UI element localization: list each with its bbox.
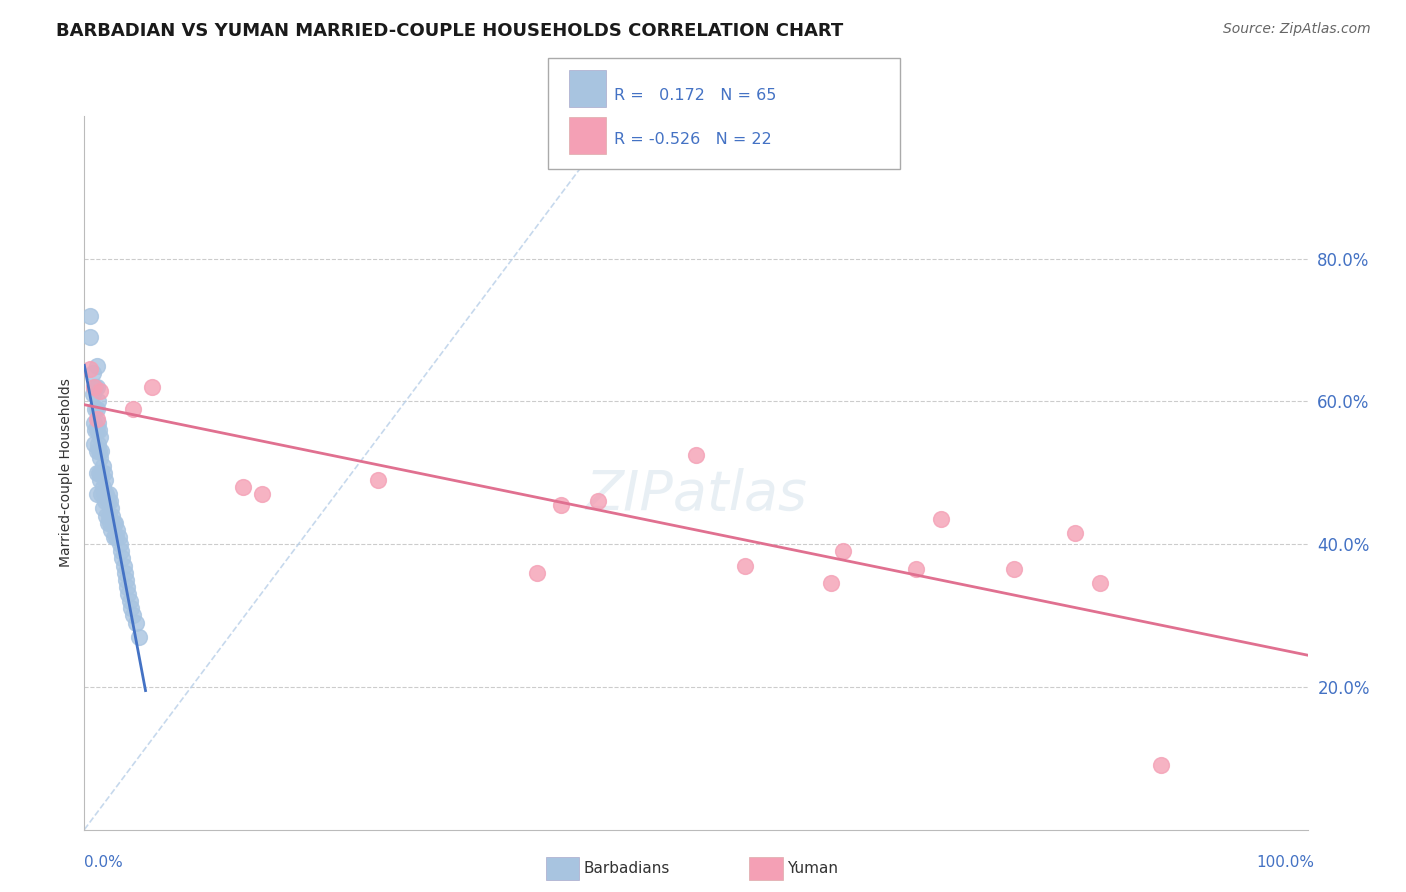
Point — [97, 516, 120, 530]
Point — [526, 566, 548, 580]
Point — [82, 366, 104, 380]
Point — [105, 523, 128, 537]
Point — [79, 362, 101, 376]
Point — [122, 608, 145, 623]
Point — [1088, 576, 1111, 591]
Point — [685, 448, 707, 462]
Text: Yuman: Yuman — [787, 862, 838, 876]
Point — [586, 494, 609, 508]
Point — [114, 566, 136, 580]
Point — [120, 601, 142, 615]
Point — [108, 537, 131, 551]
Point — [115, 580, 138, 594]
Point — [1150, 758, 1173, 772]
Point — [125, 615, 148, 630]
Point — [112, 558, 135, 573]
Point — [103, 516, 125, 530]
Text: BARBADIAN VS YUMAN MARRIED-COUPLE HOUSEHOLDS CORRELATION CHART: BARBADIAN VS YUMAN MARRIED-COUPLE HOUSEH… — [56, 22, 844, 40]
Point — [86, 412, 108, 426]
Point — [90, 487, 112, 501]
Point — [98, 494, 121, 508]
Point — [105, 530, 128, 544]
Point — [550, 498, 572, 512]
Point — [367, 473, 389, 487]
Point — [97, 508, 120, 523]
Point — [104, 516, 127, 530]
Point — [820, 576, 842, 591]
Point — [97, 494, 120, 508]
Point — [1002, 562, 1025, 576]
Point — [90, 444, 112, 458]
Point — [97, 487, 120, 501]
Point — [83, 437, 105, 451]
Point — [83, 380, 105, 394]
Point — [86, 380, 108, 394]
Point — [96, 508, 118, 523]
Text: 100.0%: 100.0% — [1257, 855, 1315, 870]
Point — [100, 523, 122, 537]
Point — [79, 309, 101, 323]
Point — [84, 401, 107, 416]
Point — [91, 458, 114, 473]
Text: R = -0.526   N = 22: R = -0.526 N = 22 — [614, 132, 772, 147]
Text: R =   0.172   N = 65: R = 0.172 N = 65 — [614, 87, 776, 103]
Point — [82, 387, 104, 401]
Point — [111, 551, 134, 566]
Point — [103, 530, 125, 544]
Text: 0.0%: 0.0% — [84, 855, 124, 870]
Point — [141, 380, 163, 394]
Point — [100, 501, 122, 516]
Point — [734, 558, 756, 573]
Point — [117, 587, 139, 601]
Point — [107, 530, 129, 544]
Point — [128, 630, 150, 644]
Text: Barbadians: Barbadians — [583, 862, 669, 876]
Point — [79, 330, 101, 344]
Point — [84, 380, 107, 394]
Point — [831, 544, 853, 558]
Point — [86, 487, 108, 501]
Point — [232, 480, 254, 494]
Point — [87, 466, 110, 480]
Point — [1064, 526, 1087, 541]
Text: Source: ZipAtlas.com: Source: ZipAtlas.com — [1223, 22, 1371, 37]
Point — [86, 401, 108, 416]
Point — [91, 480, 114, 494]
Point — [89, 384, 111, 398]
Point — [94, 494, 117, 508]
Point — [905, 562, 928, 576]
Point — [250, 487, 273, 501]
Point — [89, 451, 111, 466]
Point — [929, 512, 952, 526]
Point — [86, 359, 108, 373]
Point — [98, 516, 121, 530]
Point — [93, 466, 115, 480]
Point — [91, 501, 114, 516]
Point — [86, 466, 108, 480]
Point — [87, 423, 110, 437]
Point — [87, 444, 110, 458]
Point — [87, 394, 110, 409]
Point — [87, 416, 110, 430]
Point — [83, 416, 105, 430]
Point — [122, 401, 145, 416]
Point — [94, 473, 117, 487]
Text: ZIPatlas: ZIPatlas — [585, 467, 807, 521]
Point — [89, 430, 111, 444]
Point — [86, 423, 108, 437]
Point — [118, 594, 141, 608]
Point — [86, 444, 108, 458]
Point — [96, 487, 118, 501]
Point — [110, 544, 132, 558]
Point — [90, 466, 112, 480]
Point — [115, 573, 138, 587]
Point — [93, 487, 115, 501]
Y-axis label: Married-couple Households: Married-couple Households — [59, 378, 73, 567]
Point — [87, 437, 110, 451]
Point — [101, 508, 124, 523]
Point — [84, 423, 107, 437]
Point — [89, 473, 111, 487]
